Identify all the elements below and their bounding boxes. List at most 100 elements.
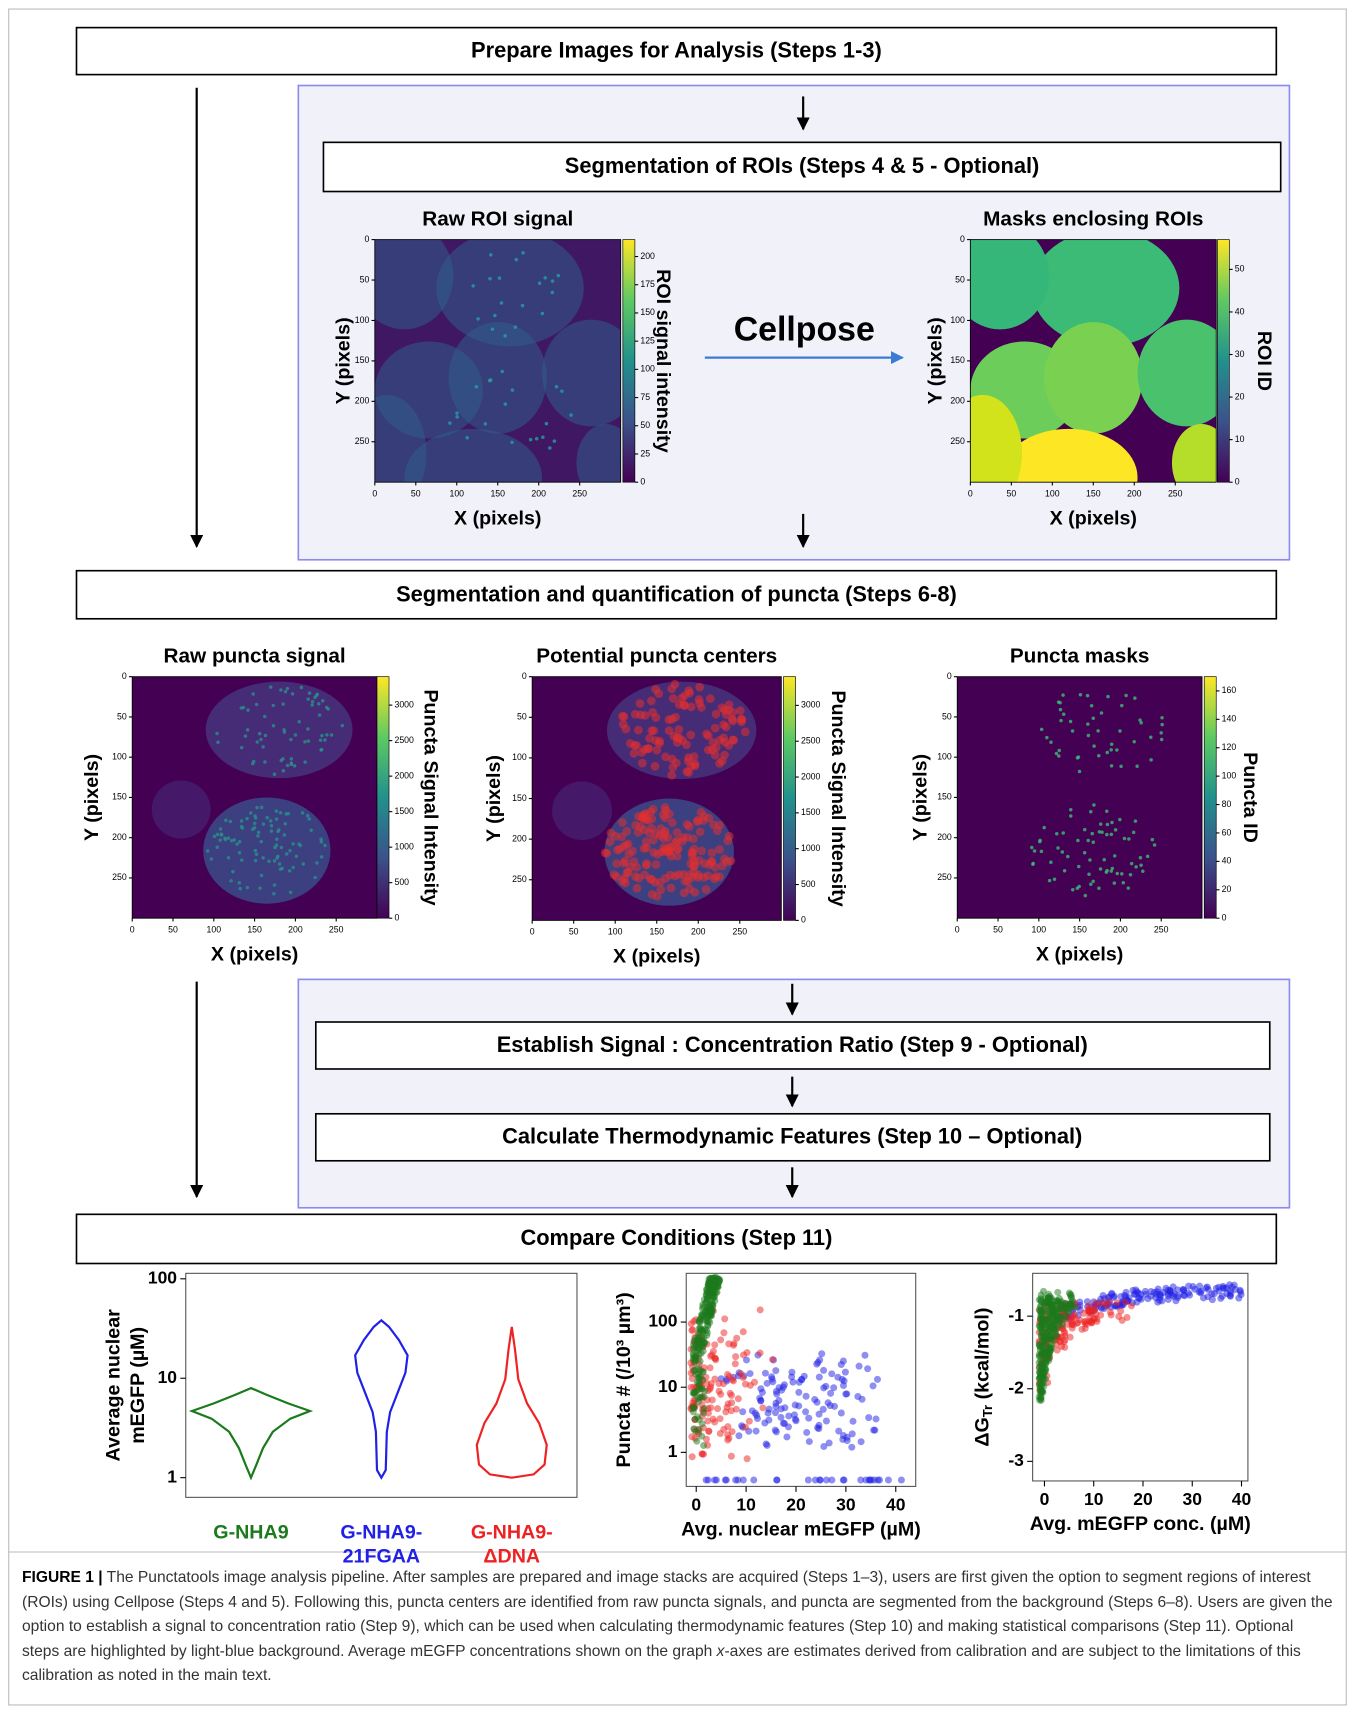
- spot: [280, 867, 283, 870]
- spot: [682, 740, 691, 749]
- image-panel: Masks enclosing ROIs05010015020025005010…: [925, 207, 1275, 529]
- y-axis-label: Puncta # (/10³ µm³): [613, 1292, 635, 1467]
- point: [873, 1415, 880, 1422]
- point: [740, 1351, 747, 1358]
- colorbar-tick-label: 160: [1222, 685, 1237, 695]
- spot: [535, 437, 538, 440]
- point: [709, 1396, 716, 1403]
- spot: [301, 811, 304, 814]
- spot: [1061, 850, 1064, 853]
- point: [720, 1329, 727, 1336]
- x-axis-label: X (pixels): [1050, 508, 1137, 530]
- point: [1119, 1317, 1126, 1324]
- spot: [240, 746, 243, 749]
- point: [1121, 1292, 1128, 1299]
- spot: [661, 806, 670, 815]
- x-tick-label: 0: [955, 925, 960, 935]
- x-tick-label: 150: [247, 925, 262, 935]
- spot: [555, 385, 558, 388]
- spot: [313, 876, 316, 879]
- point: [757, 1349, 764, 1356]
- colorbar: [783, 677, 795, 921]
- spot: [1106, 823, 1109, 826]
- spot: [651, 762, 660, 771]
- spot: [476, 317, 479, 320]
- spot: [489, 378, 492, 381]
- point: [746, 1418, 753, 1425]
- spot: [279, 688, 282, 691]
- spot: [272, 892, 275, 895]
- spot: [685, 822, 694, 831]
- point: [871, 1477, 878, 1484]
- spot: [612, 872, 621, 881]
- spot: [1030, 846, 1033, 849]
- spot: [737, 715, 746, 724]
- point: [792, 1416, 799, 1423]
- spot: [1118, 818, 1121, 821]
- spot: [272, 704, 275, 707]
- point: [717, 1415, 724, 1422]
- spot: [220, 833, 223, 836]
- spot: [299, 844, 302, 847]
- y-tick-label: 100: [148, 1267, 177, 1287]
- spot: [695, 683, 704, 692]
- spot: [728, 717, 737, 726]
- spot: [640, 825, 649, 834]
- point: [724, 1431, 731, 1438]
- spot: [1160, 723, 1163, 726]
- spot: [504, 402, 507, 405]
- spot: [628, 847, 637, 856]
- colorbar-tick-label: 2000: [394, 770, 414, 780]
- point: [732, 1477, 739, 1484]
- point: [834, 1374, 841, 1381]
- spot: [1071, 888, 1074, 891]
- spot: [651, 685, 660, 694]
- spot: [285, 852, 288, 855]
- spot: [289, 738, 292, 741]
- spot: [273, 772, 276, 775]
- spot: [1113, 854, 1116, 857]
- method-label: Cellpose: [734, 310, 875, 348]
- spot: [551, 291, 554, 294]
- y-tick-label: 100: [512, 752, 527, 762]
- spot: [323, 738, 326, 741]
- spot: [224, 818, 227, 821]
- spot: [1077, 885, 1080, 888]
- group-label: G-NHA9: [213, 1522, 288, 1544]
- group-label-line: ΔDNA: [483, 1546, 540, 1568]
- spot: [1055, 752, 1058, 755]
- point: [765, 1417, 772, 1424]
- point: [1040, 1349, 1047, 1356]
- spot: [690, 888, 699, 897]
- spot: [1133, 696, 1136, 699]
- spot: [218, 838, 221, 841]
- point: [885, 1477, 892, 1484]
- point: [1051, 1309, 1058, 1316]
- point: [898, 1477, 905, 1484]
- spot: [1134, 865, 1137, 868]
- spot: [1132, 831, 1135, 834]
- spot: [240, 706, 243, 709]
- x-tick-label: 50: [168, 925, 178, 935]
- spot: [1110, 742, 1113, 745]
- colorbar-tick-label: 80: [1222, 799, 1232, 809]
- spot: [229, 879, 232, 882]
- point: [857, 1477, 864, 1484]
- spot: [1130, 862, 1133, 865]
- point: [1062, 1332, 1069, 1339]
- colorbar-tick-label: 0: [1222, 913, 1227, 923]
- spot: [711, 751, 720, 760]
- spot: [265, 816, 268, 819]
- x-tick-label: 0: [1040, 1489, 1050, 1509]
- spot: [1071, 729, 1074, 732]
- x-tick-label: 250: [732, 927, 747, 937]
- spot: [1110, 833, 1113, 836]
- spot: [1123, 837, 1126, 840]
- spot: [255, 703, 258, 706]
- spot: [283, 833, 286, 836]
- point: [699, 1327, 706, 1334]
- y-axis-label: Y (pixels): [483, 755, 505, 842]
- spot: [1124, 694, 1127, 697]
